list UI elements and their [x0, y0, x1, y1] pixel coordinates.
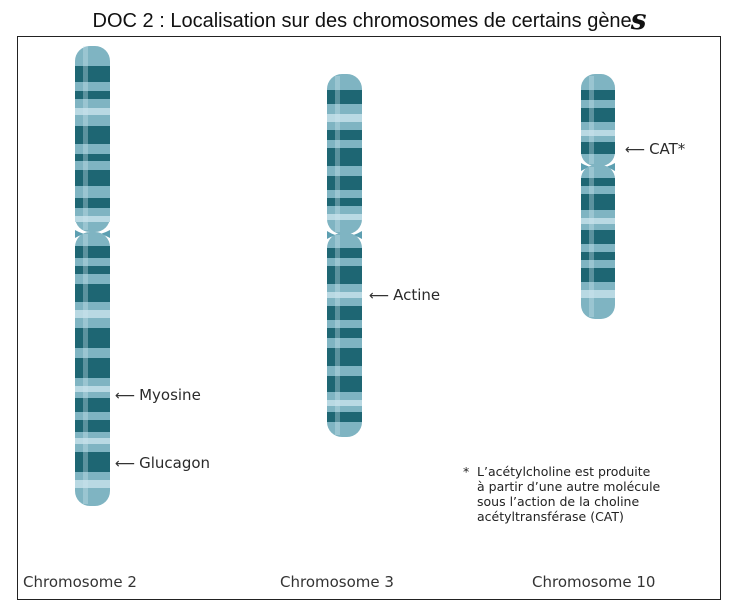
footnote-line: sous l’action de la choline [477, 494, 640, 509]
footnote-line: L’acétylcholine est produite [477, 464, 651, 479]
title-final-letter: s [630, 3, 647, 36]
footnote-line: à partir d’une autre molécule [477, 479, 661, 494]
chromosome-diagram: ⟵ Myosine ⟵ Glucagon ⟵ Actine ⟵ CAT* * L’acé… [17, 36, 721, 600]
chromosome-10-label: Chromosome 10 [532, 573, 656, 591]
actine-label: Actine [393, 286, 441, 304]
arrow-left-icon: ⟵ [369, 288, 390, 304]
chromosome-10 [581, 74, 615, 319]
footnote: * L’acétylcholine est produite à partir … [463, 464, 717, 524]
footnote-marker: * [463, 464, 470, 479]
chromosome-3 [327, 74, 362, 437]
arrow-left-icon: ⟵ [115, 456, 136, 472]
title-text: DOC 2 : Localisation sur des chromosomes… [92, 10, 632, 32]
glucagon-label: Glucagon [139, 454, 211, 472]
page-title: DOC 2 : Localisation sur des chromosomes… [0, 6, 739, 34]
footnote-line: acétyltransférase (CAT) [477, 509, 624, 524]
myosine-label: Myosine [139, 386, 201, 404]
chromosome-3-label: Chromosome 3 [280, 573, 394, 591]
gene-label-glucagon: ⟵ Glucagon [115, 454, 210, 472]
gene-label-actine: ⟵ Actine [369, 286, 440, 304]
gene-label-cat: ⟵ CAT* [625, 140, 685, 158]
chromosome-2 [75, 46, 110, 506]
chromosome-svg [75, 46, 615, 506]
cat-label: CAT* [649, 140, 686, 158]
arrow-left-icon: ⟵ [625, 142, 646, 158]
gene-label-myosine: ⟵ Myosine [115, 386, 201, 404]
arrow-left-icon: ⟵ [115, 388, 136, 404]
chromosome-2-label: Chromosome 2 [23, 573, 137, 591]
